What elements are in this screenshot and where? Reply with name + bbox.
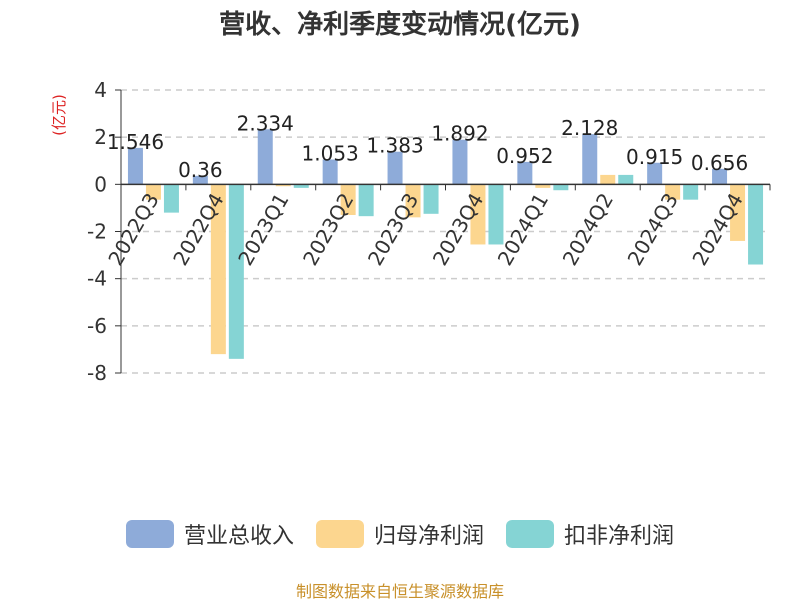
bar-net-profit [535,184,551,188]
bar-revenue [387,151,403,185]
bar-deducted-profit [228,184,244,359]
bar-revenue [647,162,663,185]
y-tick-label: -8 [87,361,107,385]
bar-revenue [257,129,273,185]
bar-deducted-profit [163,184,179,213]
y-tick-label: 0 [94,172,107,196]
data-label: 1.053 [302,142,359,166]
bar-revenue [192,175,208,185]
bar-revenue [712,168,728,185]
legend-item-revenue[interactable]: 营业总收入 [125,518,294,550]
x-tick-label: 2024Q3 [623,189,683,270]
source-note: 制图数据来自恒生聚源数据库 [295,582,504,601]
bar-net-profit [665,184,681,200]
data-label: 0.915 [626,145,683,169]
bar-deducted-profit [358,184,374,217]
legend-item-net-profit[interactable]: 归母净利润 [315,518,484,550]
legend-label-net-profit: 归母净利润 [373,524,484,549]
data-label: 2.128 [561,116,618,140]
y-tick-label: -4 [87,267,107,291]
bar-net-profit [405,184,421,218]
bar-revenue [322,159,338,185]
bar-net-profit [600,174,616,185]
data-label: 1.383 [366,134,423,158]
x-tick-label: 2023Q2 [298,189,358,270]
legend-swatch-deducted-profit [506,520,554,548]
y-tick-label: 4 [94,78,107,102]
bar-net-profit [145,184,161,200]
bar-deducted-profit [748,184,764,265]
bar-revenue [127,147,143,185]
data-label: 0.952 [496,144,553,168]
y-tick-label: 2 [94,125,107,149]
y-tick-label: -6 [87,314,107,338]
x-tick-label: 2022Q3 [103,189,163,270]
bar-deducted-profit [553,184,569,191]
bar-deducted-profit [488,184,504,245]
data-label: 0.656 [691,151,748,175]
bar-net-profit [470,184,486,245]
bar-deducted-profit [423,184,439,214]
bar-revenue [582,134,598,185]
legend-item-deducted-profit[interactable]: 扣非净利润 [506,518,674,550]
y-axis-label: (亿元) [50,94,68,136]
data-label: 2.334 [237,111,294,135]
chart-title: 营收、净利季度变动情况(亿元) [219,10,581,40]
bar-deducted-profit [618,174,634,185]
bar-revenue [517,161,533,185]
bar-net-profit [340,184,356,215]
bar-net-profit [730,184,746,241]
bar-deducted-profit [293,184,309,188]
y-tick-label: -2 [87,220,107,244]
bar-revenue [452,139,468,185]
data-label: 1.546 [107,130,164,154]
bar-deducted-profit [683,184,699,200]
legend-swatch-net-profit [315,520,364,548]
legend: 营业总收入 归母净利润 扣非净利润 [0,518,800,550]
x-tick-label: 2024Q2 [558,189,618,270]
data-label: 0.36 [178,158,223,182]
legend-label-revenue: 营业总收入 [183,524,294,549]
data-label: 1.892 [431,122,488,146]
bar-net-profit [210,184,226,355]
legend-label-deducted-profit: 扣非净利润 [564,524,675,549]
legend-swatch-revenue [125,520,174,548]
bar-net-profit [275,184,291,187]
